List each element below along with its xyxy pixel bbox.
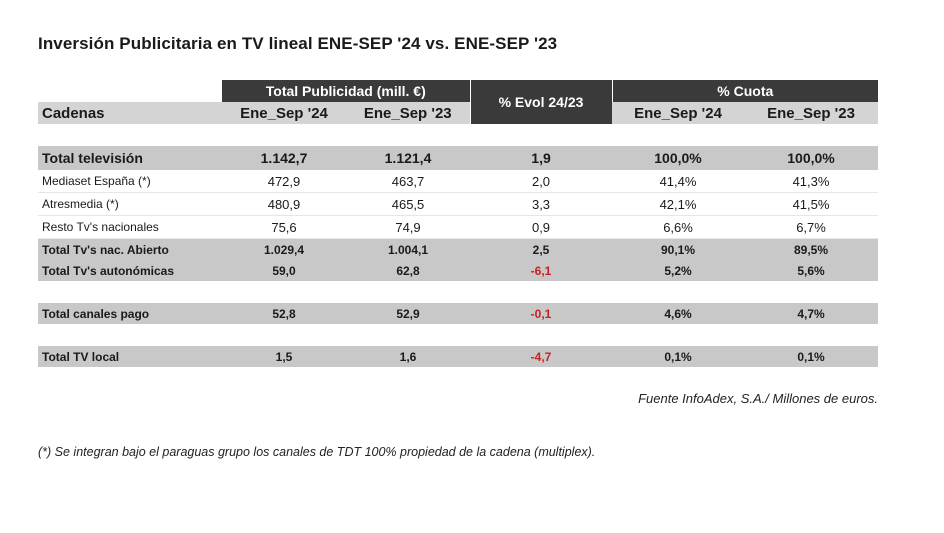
spacer-row bbox=[38, 281, 879, 303]
row-v24: 1.029,4 bbox=[222, 238, 346, 260]
row-c23: 4,7% bbox=[744, 303, 879, 324]
table-row: Atresmedia (*) 480,9 465,5 3,3 42,1% 41,… bbox=[38, 192, 879, 216]
row-c24: 6,6% bbox=[612, 215, 745, 239]
row-name: Atresmedia (*) bbox=[38, 192, 222, 216]
row-evol: 1,9 bbox=[470, 146, 613, 170]
row-c23: 6,7% bbox=[744, 215, 879, 239]
row-c24: 0,1% bbox=[612, 346, 745, 367]
spacer-row bbox=[38, 324, 879, 346]
header-col-cuota-24: Ene_Sep '24 bbox=[612, 102, 745, 124]
row-v24: 480,9 bbox=[222, 192, 346, 216]
row-c24: 41,4% bbox=[612, 170, 745, 193]
header-blank bbox=[38, 80, 222, 102]
table-row: Total Tv's autonómicas 59,0 62,8 -6,1 5,… bbox=[38, 260, 879, 281]
row-evol: -4,7 bbox=[470, 346, 613, 367]
row-evol: 2,5 bbox=[470, 238, 613, 260]
row-c23: 41,3% bbox=[744, 170, 879, 193]
row-v24: 472,9 bbox=[222, 170, 346, 193]
row-c23: 100,0% bbox=[744, 146, 879, 170]
row-c23: 0,1% bbox=[744, 346, 879, 367]
table-row: Total canales pago 52,8 52,9 -0,1 4,6% 4… bbox=[38, 303, 879, 324]
row-v23: 465,5 bbox=[346, 192, 471, 216]
row-v23: 52,9 bbox=[346, 303, 471, 324]
row-v24: 75,6 bbox=[222, 215, 346, 239]
row-name: Total Tv's nac. Abierto bbox=[38, 238, 222, 260]
ad-investment-table: Total Publicidad (mill. €) % Evol 24/23 … bbox=[38, 80, 879, 367]
row-evol: 3,3 bbox=[470, 192, 613, 216]
row-evol: -6,1 bbox=[470, 260, 613, 281]
header-col-23: Ene_Sep '23 bbox=[346, 102, 471, 124]
row-evol: 2,0 bbox=[470, 170, 613, 193]
row-v23: 1.004,1 bbox=[346, 238, 471, 260]
header-col-name: Cadenas bbox=[38, 102, 222, 124]
table-row: Total TV local 1,5 1,6 -4,7 0,1% 0,1% bbox=[38, 346, 879, 367]
row-c24: 42,1% bbox=[612, 192, 745, 216]
row-evol: 0,9 bbox=[470, 215, 613, 239]
header-col-cuota-23: Ene_Sep '23 bbox=[744, 102, 879, 124]
row-c24: 5,2% bbox=[612, 260, 745, 281]
header-group-cuota: % Cuota bbox=[611, 80, 879, 102]
row-c23: 89,5% bbox=[744, 238, 879, 260]
row-v23: 1,6 bbox=[346, 346, 471, 367]
footnote: (*) Se integran bajo el paraguas grupo l… bbox=[38, 445, 596, 459]
row-c24: 90,1% bbox=[612, 238, 745, 260]
row-v23: 463,7 bbox=[346, 170, 471, 193]
row-name: Mediaset España (*) bbox=[38, 170, 222, 193]
row-name: Total televisión bbox=[38, 146, 222, 170]
row-v24: 1,5 bbox=[222, 346, 346, 367]
table-row: Total televisión 1.142,7 1.121,4 1,9 100… bbox=[38, 146, 879, 170]
row-v23: 74,9 bbox=[346, 215, 471, 239]
row-evol: -0,1 bbox=[470, 303, 613, 324]
row-v24: 1.142,7 bbox=[222, 146, 346, 170]
row-name: Total TV local bbox=[38, 346, 222, 367]
row-c23: 5,6% bbox=[744, 260, 879, 281]
table-row: Resto Tv's nacionales 75,6 74,9 0,9 6,6%… bbox=[38, 215, 879, 239]
row-v24: 59,0 bbox=[222, 260, 346, 281]
row-c24: 100,0% bbox=[612, 146, 745, 170]
row-name: Resto Tv's nacionales bbox=[38, 215, 222, 239]
header-col-24: Ene_Sep '24 bbox=[222, 102, 346, 124]
header-group-row: Total Publicidad (mill. €) % Evol 24/23 … bbox=[38, 80, 879, 124]
row-v24: 52,8 bbox=[222, 303, 346, 324]
page-title: Inversión Publicitaria en TV lineal ENE-… bbox=[38, 34, 558, 53]
table-row: Total Tv's nac. Abierto 1.029,4 1.004,1 … bbox=[38, 238, 879, 260]
header-columns-row: Cadenas Ene_Sep '24 Ene_Sep '23 Ene_Sep … bbox=[38, 102, 879, 124]
row-c24: 4,6% bbox=[612, 303, 745, 324]
row-name: Total Tv's autonómicas bbox=[38, 260, 222, 281]
row-name: Total canales pago bbox=[38, 303, 222, 324]
row-v23: 62,8 bbox=[346, 260, 471, 281]
row-v23: 1.121,4 bbox=[346, 146, 471, 170]
header-group-total: Total Publicidad (mill. €) bbox=[222, 80, 471, 102]
table-row: Mediaset España (*) 472,9 463,7 2,0 41,4… bbox=[38, 170, 879, 193]
spacer-row bbox=[38, 124, 879, 146]
header-evol: % Evol 24/23 bbox=[469, 80, 613, 124]
row-c23: 41,5% bbox=[744, 192, 879, 216]
source-note: Fuente InfoAdex, S.A./ Millones de euros… bbox=[638, 391, 878, 406]
